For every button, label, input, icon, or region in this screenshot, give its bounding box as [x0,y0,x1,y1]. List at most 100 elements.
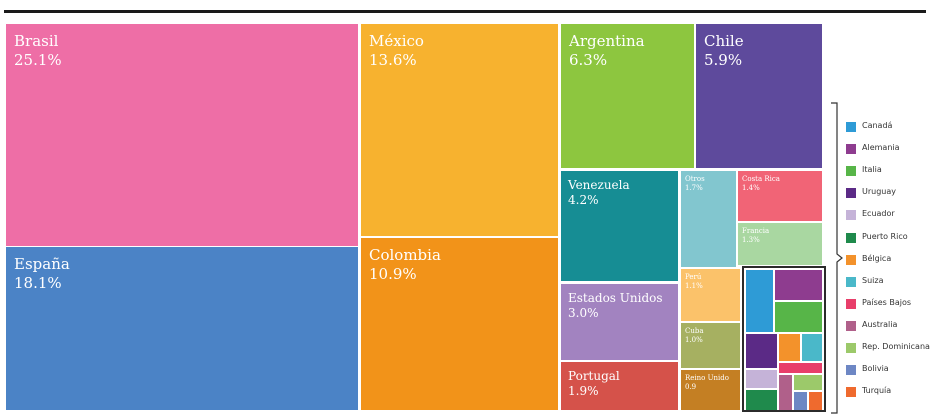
tile-value: 1.0% [685,335,703,344]
tile-value: 10.9% [369,264,417,283]
tile-name: Argentina [569,32,645,50]
tile-label: Venezuela 4.2% [568,178,630,208]
legend-swatch [846,365,856,376]
tile-name: Cuba [685,327,704,335]
tile-label: Francia 1.3% [742,227,769,245]
tile-value: 1.9% [568,384,599,398]
tile-name: Portugal [568,369,620,383]
legend-label: Ecuador [862,209,895,219]
legend-swatch [846,343,856,353]
tile-name: Francia [742,227,770,235]
mini-tile-australia [779,375,792,410]
tile-name: Brasil [14,32,59,50]
legend-swatch [846,188,856,199]
legend-label: Suiza [862,275,884,285]
tile-label: Portugal 1.9% [568,369,620,399]
mini-tile-italia [775,302,822,332]
tile-españa: España 18.1% [6,247,358,410]
tile-value: 6.3% [569,50,608,69]
legend-label: Bolivia [862,364,889,374]
legend-label: Alemania [862,143,900,153]
tile-name: Estados Unidos [568,291,663,305]
tile-label: Cuba 1.0% [685,327,704,345]
tile-value: 1.1% [685,281,703,290]
legend-brace [831,102,843,414]
tile-value: 3.0% [568,306,599,320]
tile-venezuela: Venezuela 4.2% [561,171,678,281]
mini-tile-turquía [809,392,822,410]
legend-label: Australia [862,319,898,329]
tile-name: Costa Rica [742,175,780,183]
tile-value: 1.7% [685,183,703,192]
legend-label: Turquía [862,386,892,396]
legend-swatch [846,166,856,177]
tile-name: Reino Unido [685,374,729,382]
tile-name: Chile [704,32,744,50]
tile-label: Estados Unidos 3.0% [568,291,663,321]
mini-tile-canadá [746,270,773,332]
legend-label: Bélgica [862,253,892,263]
legend-label: Uruguay [862,187,896,197]
legend-swatch [846,276,856,287]
legend-swatch [846,144,856,155]
tile-label: Brasil 25.1% [14,32,62,70]
tile-label: Reino Unido 0.9 [685,374,729,392]
tile-brasil: Brasil 25.1% [6,24,358,246]
legend-swatch [846,122,856,132]
tile-value: 4.2% [568,193,599,207]
tile-value: 1.3% [742,235,760,244]
legend-label: Italia [862,165,882,175]
legend-swatch [846,254,856,265]
tile-cuba: Cuba 1.0% [681,323,740,368]
tile-costa-rica: Costa Rica 1.4% [738,171,822,221]
tile-name: Otros [685,175,705,183]
tile-name: Colombia [369,246,441,264]
tile-label: Costa Rica 1.4% [742,175,780,193]
tile-value: 13.6% [369,50,417,69]
legend-label: Países Bajos [862,297,912,307]
mini-tile-puerto-rico [746,390,777,410]
legend-swatch [846,387,856,398]
tile-label: España 18.1% [14,255,70,293]
legend-swatch [846,232,856,243]
tile-estados-unidos: Estados Unidos 3.0% [561,284,678,360]
tile-perú: Perú 1.1% [681,269,740,321]
legend-label: Puerto Rico [862,231,908,241]
tile-name: Perú [685,273,702,281]
tile-value: 18.1% [14,273,62,292]
mini-tile-uruguay [746,334,777,368]
tile-chile: Chile 5.9% [696,24,822,168]
tile-colombia: Colombia 10.9% [361,238,558,410]
tile-value: 0.9 [685,382,697,391]
tile-label: Perú 1.1% [685,273,703,291]
tile-méxico: México 13.6% [361,24,558,236]
tile-argentina: Argentina 6.3% [561,24,694,168]
tile-portugal: Portugal 1.9% [561,362,678,410]
legend-label: Canadá [862,121,893,130]
legend-swatch [846,298,856,309]
tile-label: Argentina 6.3% [569,32,645,70]
tile-reino-unido: Reino Unido 0.9 [681,370,740,410]
tile-value: 25.1% [14,50,62,69]
tile-value: 5.9% [704,50,743,69]
mini-tile-rep-dominicana [794,375,822,390]
mini-tile-suiza [802,334,822,361]
tile-label: Otros 1.7% [685,175,705,193]
tile-name: Venezuela [568,178,630,192]
tile-otros: Otros 1.7% [681,171,736,267]
mini-tile-bolivia [794,392,807,410]
tile-label: Chile 5.9% [704,32,744,70]
mini-tile-ecuador [746,370,777,388]
tile-label: México 13.6% [369,32,424,70]
tile-francia: Francia 1.3% [738,223,822,265]
legend-label: Rep. Dominicana [862,342,930,351]
tile-label: Colombia 10.9% [369,246,441,284]
tile-name: México [369,32,424,50]
legend-swatch [846,210,856,221]
small-countries-inset-frame [742,266,826,412]
legend-swatch [846,320,856,331]
tile-value: 1.4% [742,183,760,192]
mini-tile-alemania [775,270,822,300]
tile-name: España [14,255,70,273]
